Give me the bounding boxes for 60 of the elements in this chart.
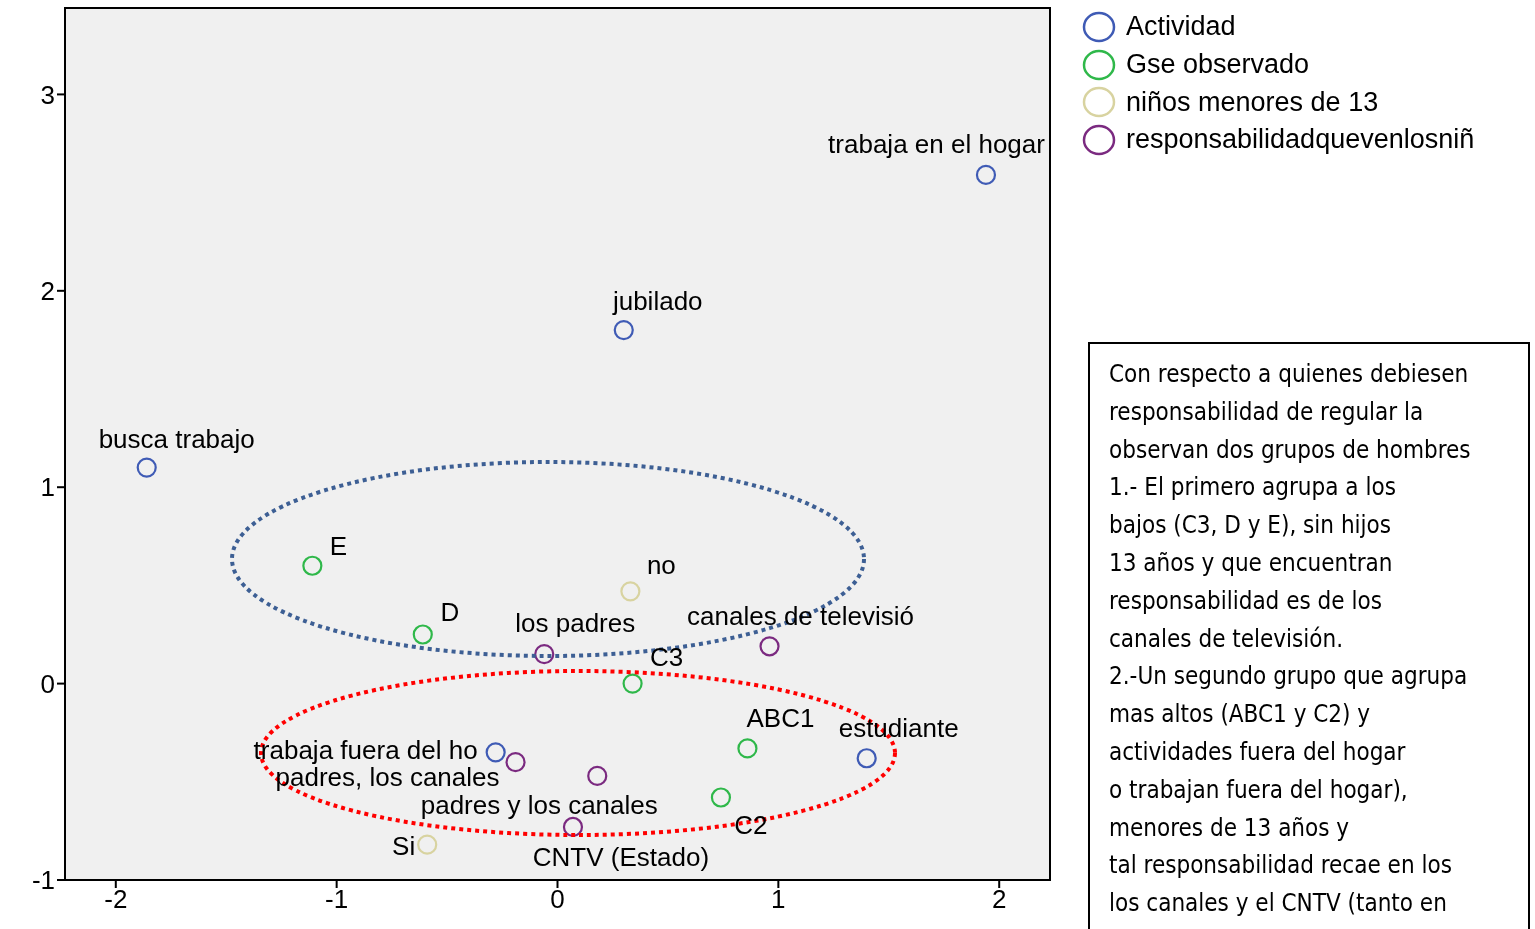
text: canales de televisión. — [1109, 623, 1345, 655]
annotation: los padres — [515, 608, 636, 639]
y-tick-label: 0 — [40, 668, 55, 699]
text: 1.- El primero agrupa a los — [1109, 472, 1397, 504]
annotation: no — [646, 550, 676, 581]
annotation: C2 — [734, 809, 768, 840]
annotation: padres y los canales — [420, 789, 658, 820]
point — [620, 581, 641, 602]
legend-label: Gse observado — [1126, 49, 1310, 81]
point — [534, 644, 555, 665]
point — [613, 319, 634, 341]
point — [856, 748, 877, 769]
point — [622, 673, 643, 694]
point — [412, 624, 433, 645]
text: menores de 13 años y — [1109, 812, 1351, 844]
point — [562, 816, 584, 838]
text: observan dos grupos de hombres — [1109, 434, 1472, 466]
point — [587, 765, 608, 787]
annotation: trabaja fuera del ho — [253, 735, 478, 766]
text: bajos (C3, D y E), sin hijos — [1109, 510, 1393, 542]
text: tal responsabilidad recae en los — [1109, 850, 1453, 882]
annotation: ABC1 — [746, 703, 815, 734]
legend-label: niños menores de 13 — [1126, 86, 1379, 118]
point — [417, 834, 438, 855]
text: los canales y el CNTV (tanto en — [1109, 888, 1448, 920]
annotation: C3 — [649, 641, 684, 672]
text: 13 años y que encuentran — [1109, 548, 1394, 579]
annotation: Si — [392, 830, 416, 861]
point — [710, 787, 732, 808]
point — [485, 742, 506, 763]
annotation: busca trabajo — [98, 423, 255, 454]
y-tick-label: 2 — [40, 276, 55, 307]
legend-label: responsabilidadquevenlosniñ — [1126, 124, 1475, 156]
point — [737, 738, 758, 759]
annotation: CNTV (Estado) — [532, 841, 710, 872]
text: Con respecto a quienes debiesen — [1109, 359, 1470, 390]
x-tick-label: 0 — [550, 884, 565, 915]
text: mas altos (ABC1 y C2) y — [1109, 699, 1372, 731]
text: responsabilidad es de los — [1109, 585, 1383, 617]
text: actividades fuera del hogar — [1109, 736, 1407, 768]
point — [505, 752, 526, 773]
y-tick-label: -1 — [31, 865, 55, 896]
annotation: trabaja en el hogar — [828, 128, 1046, 159]
y-tick-label: 1 — [40, 472, 55, 503]
text: responsabilidad de regular la — [1109, 396, 1425, 428]
x-tick-label: -2 — [104, 884, 128, 915]
annotation: jubilado — [611, 286, 703, 317]
y-tick-label: 3 — [40, 79, 55, 110]
x-tick-label: 2 — [991, 884, 1007, 915]
text: o trabajan fuera del hogar), — [1109, 774, 1409, 806]
x-tick-label: 1 — [771, 884, 786, 915]
point — [136, 457, 157, 478]
legend-label: Actividad — [1126, 11, 1236, 43]
x-tick-label: -1 — [325, 884, 349, 915]
point — [975, 164, 997, 186]
point — [759, 636, 780, 657]
annotation: D — [440, 596, 460, 627]
point — [302, 555, 323, 576]
text: 2.-Un segundo grupo que agrupa — [1109, 661, 1469, 693]
annotation: E — [329, 530, 348, 561]
